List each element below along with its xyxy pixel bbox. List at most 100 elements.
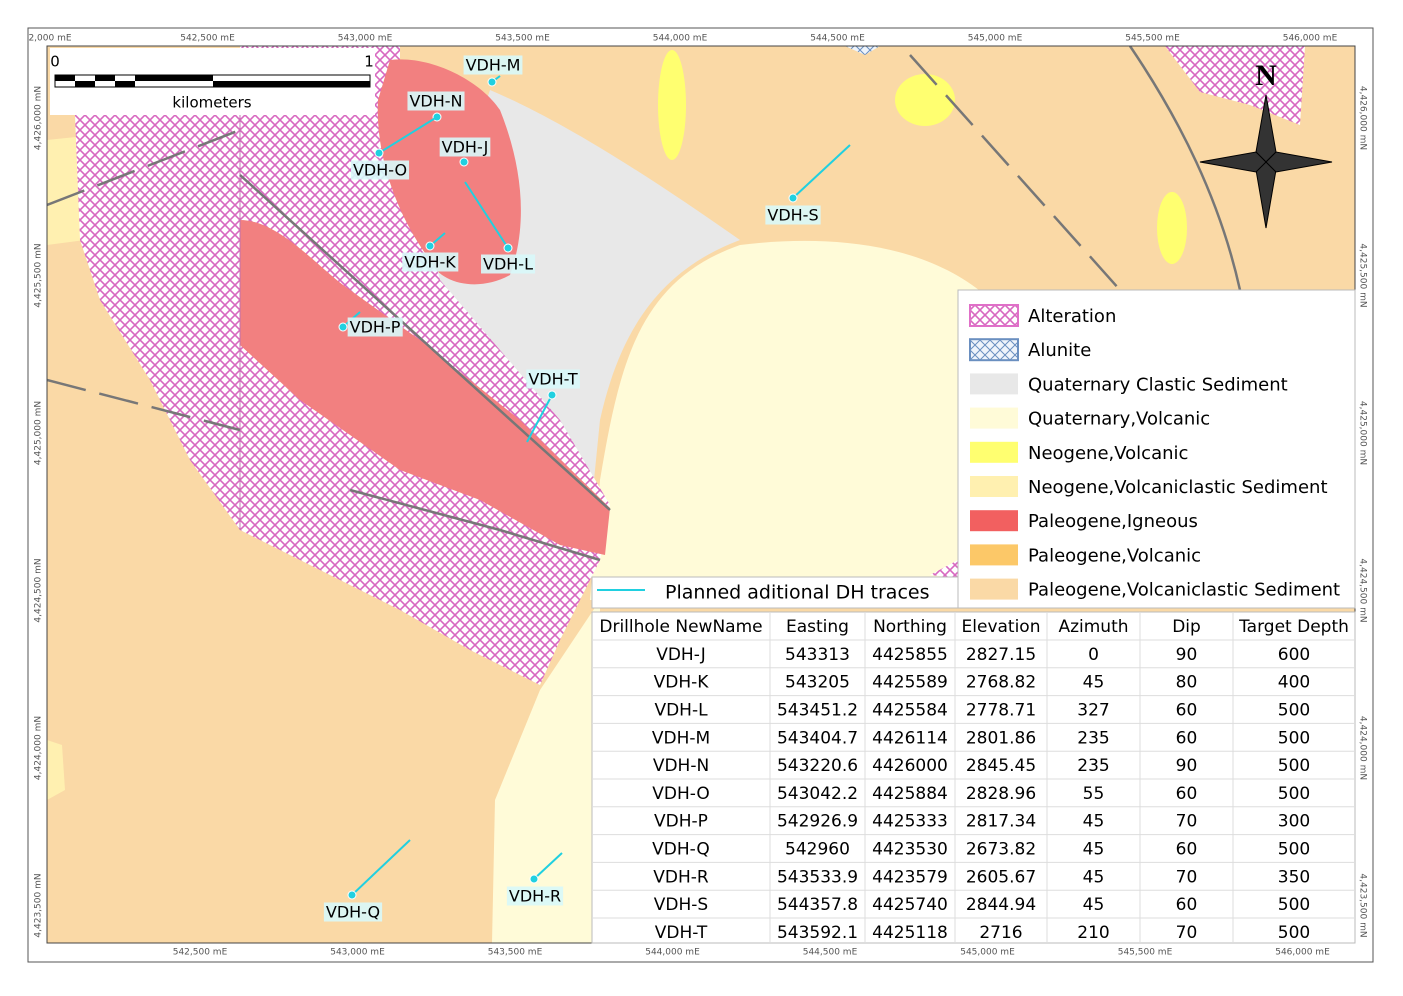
table-cell: 543404.7 <box>777 728 858 748</box>
right-coord: 4,424,500 mN <box>1358 558 1368 622</box>
scale-end: 1 <box>364 53 374 71</box>
drill-collar <box>347 890 357 900</box>
table-cell: 2828.96 <box>966 784 1036 804</box>
table-cell: 543042.2 <box>777 784 858 804</box>
drillhole-label: VDH-Q <box>326 903 380 922</box>
table-cell: 500 <box>1278 895 1310 915</box>
table-cell: VDH-M <box>652 728 710 748</box>
table-cell: 2845.45 <box>966 756 1036 776</box>
table-cell: VDH-Q <box>652 840 710 860</box>
bottom-coord: 543,000 mE <box>330 948 385 958</box>
bottom-coord: 544,000 mE <box>645 948 700 958</box>
trace-legend-label: Planned aditional DH traces <box>665 582 930 604</box>
table-cell: 4425855 <box>872 645 948 665</box>
legend-swatch <box>969 338 1019 362</box>
table-cell: 400 <box>1278 673 1310 693</box>
top-coord: 542,500 mE <box>180 34 235 44</box>
top-coord: 545,000 mE <box>968 34 1023 44</box>
table-cell: 327 <box>1077 701 1109 721</box>
label-halo <box>350 160 410 180</box>
legend-swatch <box>970 407 1018 429</box>
table-cell: 60 <box>1176 895 1198 915</box>
legend-swatch <box>970 510 1018 532</box>
legend-swatch <box>969 304 1019 327</box>
top-coord: 543,000 mE <box>338 34 393 44</box>
table-cell: 45 <box>1083 895 1105 915</box>
table-cell: 2778.71 <box>966 701 1036 721</box>
table-cell: 45 <box>1083 673 1105 693</box>
left-coord: 4,424,000 mN <box>34 716 44 780</box>
legend-swatch <box>970 544 1018 566</box>
table-cell: 500 <box>1278 784 1310 804</box>
legend-label: Neogene,Volcaniclastic Sediment <box>1028 477 1328 498</box>
table-cell: 500 <box>1278 923 1310 943</box>
drillhole-label: VDH-J <box>442 138 489 157</box>
label-halo <box>323 902 383 922</box>
drillhole-label: VDH-N <box>409 92 462 111</box>
table-cell: 350 <box>1278 867 1310 887</box>
table-cell: 543592.1 <box>777 923 858 943</box>
legend-label: Quaternary,Volcanic <box>1028 409 1210 430</box>
bottom-coord: 545,000 mE <box>960 948 1015 958</box>
table-cell: VDH-T <box>655 923 708 943</box>
table-cell: 4423530 <box>872 840 948 860</box>
table-cell: 500 <box>1278 840 1310 860</box>
top-coord: 2,000 mE <box>28 34 71 44</box>
table-cell: 60 <box>1176 701 1198 721</box>
table-cell: 2817.34 <box>966 812 1036 832</box>
legend-swatch <box>970 476 1018 497</box>
table-cell: 2768.82 <box>966 673 1036 693</box>
table-cell: 2827.15 <box>966 645 1036 665</box>
table-cell: 600 <box>1278 645 1310 665</box>
legend-label: Paleogene,Volcaniclastic Sediment <box>1028 580 1340 601</box>
label-halo <box>439 137 491 157</box>
table-cell: 4426000 <box>872 756 948 776</box>
table-cell: 500 <box>1278 701 1310 721</box>
table-cell: 543533.9 <box>777 867 858 887</box>
legend-label: Alteration <box>1028 306 1116 327</box>
table-cell: 90 <box>1176 645 1198 665</box>
drillhole-label: VDH-R <box>509 887 561 906</box>
table-header: Elevation <box>962 617 1041 637</box>
table-cell: 4425584 <box>872 701 948 721</box>
table-cell: VDH-K <box>654 673 710 693</box>
drillhole-label: VDH-L <box>483 255 533 274</box>
drill-collar <box>503 243 513 253</box>
drillhole-table: Drillhole NewName Easting Northing Elevatio… <box>591 611 1356 944</box>
drill-collar <box>487 77 497 87</box>
scale-unit: kilometers <box>172 94 251 112</box>
table-cell: 543205 <box>785 673 850 693</box>
table-cell: VDH-P <box>654 812 708 832</box>
table-cell: 210 <box>1077 923 1109 943</box>
coordinate-labels: 2,000 mE 542,500 mE 543,000 mE 543,500 mE 54… <box>28 34 1367 958</box>
legend-label: Quaternary Clastic Sediment <box>1028 374 1288 395</box>
table-cell: 543220.6 <box>777 756 858 776</box>
drill-collar <box>425 241 435 251</box>
legend-swatch <box>970 441 1018 463</box>
table-cell: 543451.2 <box>777 701 858 721</box>
table-cell: 90 <box>1176 756 1198 776</box>
table-cell: 60 <box>1176 728 1198 748</box>
drill-trace <box>526 394 553 443</box>
table-cell: 45 <box>1083 812 1105 832</box>
north-label: N <box>1255 59 1277 92</box>
table-cell: 70 <box>1176 867 1198 887</box>
table-cell: 2801.86 <box>966 728 1036 748</box>
table-header: Azimuth <box>1058 617 1128 637</box>
drill-collar <box>374 148 384 158</box>
table-cell: 45 <box>1083 840 1105 860</box>
top-coord: 544,500 mE <box>810 34 865 44</box>
right-coord: 4,425,000 mN <box>1358 401 1368 465</box>
top-coord: 545,500 mE <box>1125 34 1180 44</box>
table-cell: 4423579 <box>872 867 948 887</box>
table-cell: 4425118 <box>872 923 948 943</box>
legend-label: Paleogene,Igneous <box>1028 511 1198 532</box>
table-cell: 2673.82 <box>966 840 1036 860</box>
table-cell: 4425740 <box>872 895 948 915</box>
left-coord: 4,425,000 mN <box>34 401 44 465</box>
table-cell: 4425884 <box>872 784 948 804</box>
table-cell: 235 <box>1077 756 1109 776</box>
drillhole-label: VDH-O <box>353 161 407 180</box>
right-coord: 4,426,000 mN <box>1358 86 1368 150</box>
